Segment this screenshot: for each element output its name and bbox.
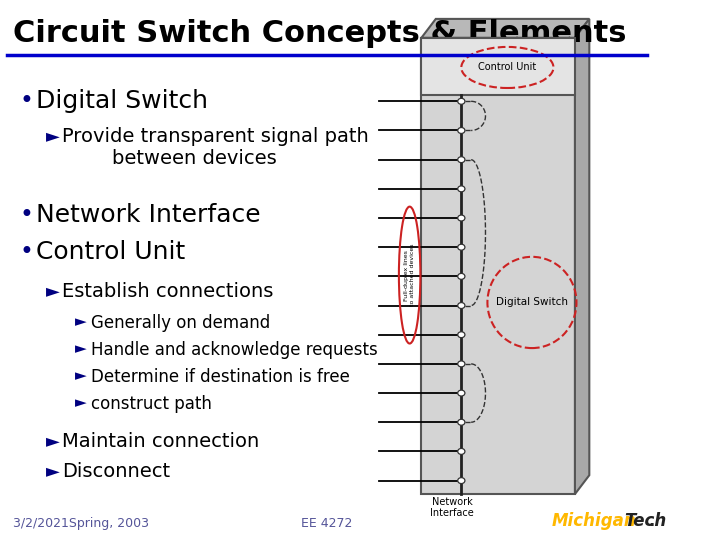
- Text: Generally on demand: Generally on demand: [91, 314, 271, 332]
- Text: Tech: Tech: [624, 512, 666, 530]
- Circle shape: [458, 244, 465, 250]
- Text: Circuit Switch Concepts & Elements: Circuit Switch Concepts & Elements: [13, 19, 626, 48]
- Circle shape: [458, 127, 465, 133]
- Text: Full-duplex lines
to attached devices: Full-duplex lines to attached devices: [404, 244, 415, 306]
- Text: ►: ►: [75, 314, 87, 329]
- FancyBboxPatch shape: [421, 38, 575, 494]
- Text: construct path: construct path: [91, 395, 212, 413]
- Circle shape: [458, 448, 465, 454]
- Circle shape: [458, 273, 465, 279]
- Text: ►: ►: [75, 395, 87, 410]
- Text: ►: ►: [46, 432, 60, 450]
- Text: Digital Switch: Digital Switch: [36, 89, 208, 113]
- Text: Maintain connection: Maintain connection: [62, 432, 259, 451]
- Text: EE 4272: EE 4272: [301, 517, 352, 530]
- Text: •: •: [19, 202, 33, 226]
- Text: .: .: [648, 512, 654, 530]
- Polygon shape: [575, 19, 589, 494]
- Text: Digital Switch: Digital Switch: [496, 298, 568, 307]
- Circle shape: [458, 186, 465, 192]
- Circle shape: [458, 157, 465, 163]
- Text: Michigan: Michigan: [552, 512, 636, 530]
- Text: Determine if destination is free: Determine if destination is free: [91, 368, 351, 386]
- Text: •: •: [19, 89, 33, 113]
- Text: ►: ►: [75, 368, 87, 383]
- Text: Disconnect: Disconnect: [62, 462, 170, 481]
- Circle shape: [458, 390, 465, 396]
- Text: Establish connections: Establish connections: [62, 282, 274, 301]
- Text: ►: ►: [75, 341, 87, 356]
- Text: Control Unit: Control Unit: [478, 63, 536, 72]
- Text: Network Interface: Network Interface: [36, 202, 261, 226]
- Circle shape: [458, 302, 465, 308]
- Text: Provide transparent signal path
        between devices: Provide transparent signal path between …: [62, 127, 369, 168]
- Circle shape: [458, 332, 465, 338]
- Text: •: •: [19, 240, 33, 264]
- Text: Control Unit: Control Unit: [36, 240, 185, 264]
- Circle shape: [458, 215, 465, 221]
- Text: 3/2/2021Spring, 2003: 3/2/2021Spring, 2003: [13, 517, 149, 530]
- Circle shape: [458, 361, 465, 367]
- Circle shape: [458, 98, 465, 104]
- Text: ►: ►: [46, 282, 60, 300]
- Circle shape: [458, 478, 465, 484]
- FancyBboxPatch shape: [421, 38, 575, 95]
- Text: Handle and acknowledge requests: Handle and acknowledge requests: [91, 341, 378, 359]
- Text: Network
Interface: Network Interface: [431, 497, 474, 518]
- Circle shape: [458, 419, 465, 425]
- Text: ►: ►: [46, 127, 60, 145]
- Polygon shape: [421, 19, 589, 38]
- Text: ►: ►: [46, 462, 60, 480]
